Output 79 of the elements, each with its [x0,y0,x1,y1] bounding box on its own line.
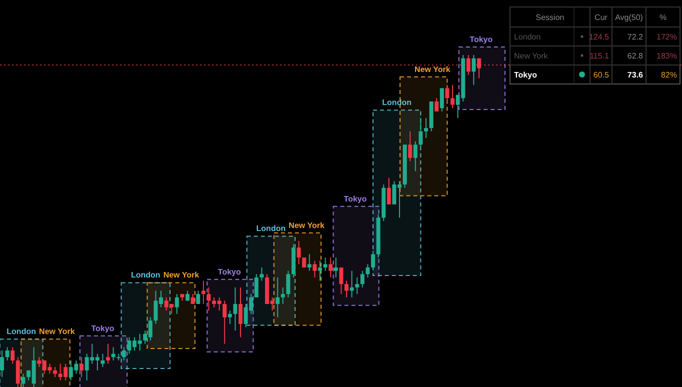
annotation: New York [288,220,325,230]
candlestick [334,257,338,278]
annotation: London [6,327,36,336]
data-label: 72.2 [627,32,644,42]
text: Avg(50) [615,13,644,22]
annotation: London [382,98,412,108]
candlestick [260,266,264,282]
data-label: 124.5 [588,32,610,42]
candlestick [472,54,476,86]
candlestick [111,346,116,361]
annotation: Tokyo [344,194,367,204]
text: % [659,13,667,22]
candlestick [21,373,26,387]
candlestick [5,346,10,361]
annotation: New York [414,64,451,74]
category-label: Tokyo [514,70,538,80]
annotation: New York [39,327,76,336]
annotation: London [130,270,160,280]
text: Cur [594,13,608,22]
candlestick [122,346,126,361]
category-label: New York [514,52,549,60]
text: Session [536,13,564,22]
annotation: London [256,224,286,234]
candlestick [344,280,349,298]
data-label: 115.1 [590,52,610,60]
candlestick [323,257,328,272]
candlestick [360,270,364,288]
annotation: Tokyo [218,267,242,276]
candlestick [238,286,243,338]
text: Tokyo [470,35,493,44]
data-label: 183% [656,52,677,60]
candlestick [312,260,317,278]
candlestick [222,300,227,344]
candlestick [254,274,258,298]
data-label: 82% [660,70,677,80]
candlestick [174,294,179,314]
candlestick [10,346,15,364]
candlestick [413,140,418,172]
candlestick [477,58,482,79]
candlestick [302,257,306,268]
candlestick [386,177,391,205]
candlestick [0,350,4,378]
candlestick [434,98,439,112]
candlestick [106,343,110,364]
candlestick [408,130,412,162]
annotation: Tokyo [91,324,114,333]
candlestick [80,356,84,378]
data-label: 73.6 [627,70,644,80]
candlestick [371,250,376,268]
candlestick [307,254,312,272]
candlestick [328,257,333,278]
candlestick [445,84,450,102]
candlestick [196,290,200,304]
candlestick [100,353,105,368]
candlestick [228,310,232,324]
candlestick [466,54,470,76]
candlestick [206,286,211,312]
candlestick [296,240,301,265]
candlestick [355,276,360,295]
candlestick [201,280,206,304]
candlestick [450,84,455,109]
data-label: 62.8 [627,52,644,60]
candlestick [339,266,344,295]
candlestick [53,366,58,378]
candlestick [440,88,444,112]
annotation: New York [163,270,200,280]
category-label: London [514,32,541,42]
candlestick [16,356,20,387]
candlestick [318,260,322,282]
candlestick [286,270,290,298]
data-label: 60.5 [593,70,610,80]
candlestick [233,286,238,332]
candlestick [418,118,423,148]
candlestick [280,286,285,304]
candlestick [366,264,370,278]
candlestick [424,118,428,138]
data-label: 172% [656,32,677,42]
candlestick [350,270,354,298]
candlestick [276,276,280,318]
